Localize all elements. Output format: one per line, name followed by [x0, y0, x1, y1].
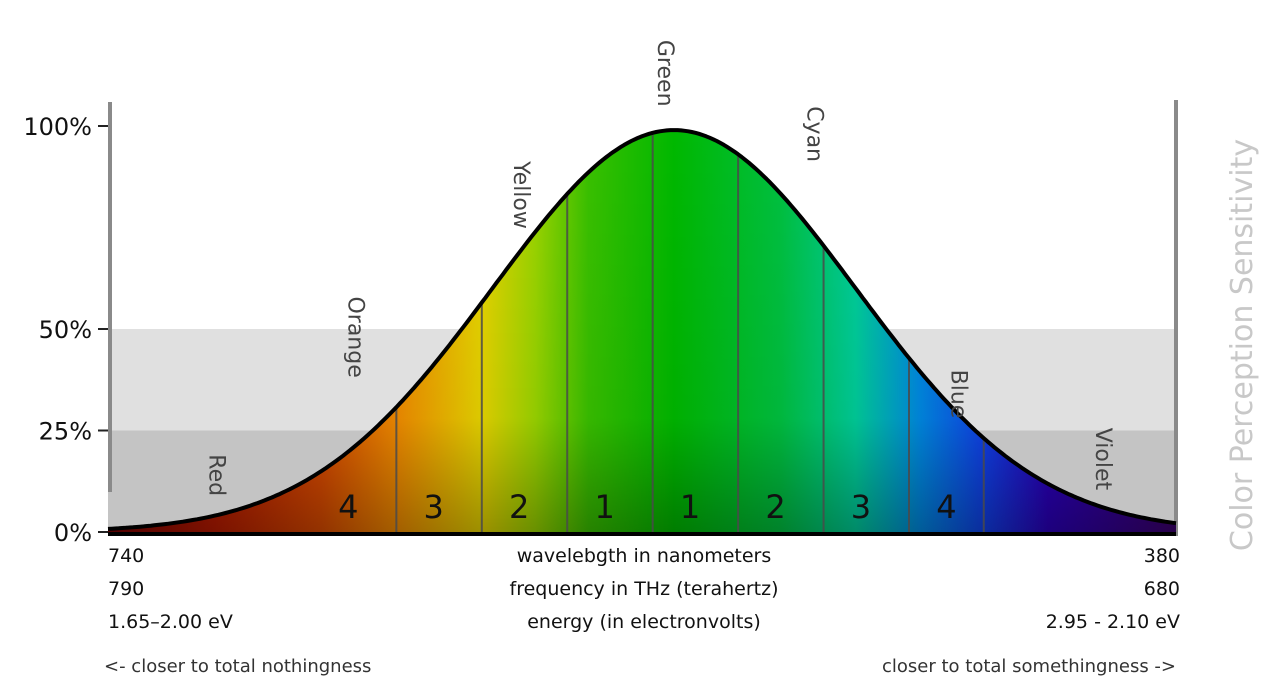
band-number-2: 2: [509, 488, 529, 526]
band-numbers: 4 3 2 1 1 2 3 4: [338, 488, 956, 526]
color-labels: Red Orange Yellow Green Cyan Blue Violet: [204, 40, 1115, 496]
energy-left: 1.65–2.00 eV: [108, 611, 233, 633]
frequency-left: 790: [108, 578, 145, 600]
ytick-label-0: 100%: [23, 113, 92, 141]
band-number-5: 2: [765, 488, 785, 526]
wavelength-caption: wavelebgth in nanometers: [516, 545, 772, 567]
energy-caption: energy (in electronvolts): [527, 611, 761, 633]
color-label-cyan: Cyan: [802, 106, 827, 162]
color-label-red: Red: [204, 454, 229, 496]
color-label-yellow: Yellow: [508, 160, 533, 229]
footer-left-note: <- closer to total nothingness: [104, 656, 372, 677]
energy-row: 1.65–2.00 eV energy (in electronvolts) 2…: [106, 611, 1182, 635]
footer-right-note: closer to total somethingness ->: [882, 656, 1176, 677]
wavelength-left: 740: [108, 545, 145, 567]
band-number-1: 3: [424, 488, 444, 526]
band-dividers: [395, 132, 985, 532]
wavelength-row: 740 wavelebgth in nanometers 380: [106, 545, 1182, 569]
band-number-4: 1: [680, 488, 700, 526]
ytick-label-1: 50%: [39, 316, 92, 344]
color-label-green: Green: [652, 40, 677, 107]
ytick-label-3: 0%: [54, 519, 92, 547]
curve-outline: [107, 128, 1177, 536]
band-number-0: 4: [338, 488, 358, 526]
y-axis-ticks: 100% 50% 25% 0%: [23, 113, 108, 547]
band-number-6: 3: [851, 488, 871, 526]
band-number-3: 1: [594, 488, 614, 526]
y-axis-title: Color Perception Sensitivity: [1225, 139, 1260, 551]
band-number-7: 4: [936, 488, 956, 526]
energy-right: 2.95 - 2.10 eV: [1045, 611, 1180, 633]
frequency-right: 680: [1143, 578, 1180, 600]
ytick-label-2: 25%: [39, 418, 92, 446]
axes: [108, 100, 1178, 536]
curve-line: [107, 128, 1177, 531]
color-label-blue: Blue: [946, 370, 971, 419]
color-label-violet: Violet: [1090, 428, 1115, 491]
wavelength-right: 380: [1143, 545, 1180, 567]
frequency-row: 790 frequency in THz (terahertz) 680: [106, 578, 1182, 602]
frequency-caption: frequency in THz (terahertz): [509, 578, 779, 600]
color-label-orange: Orange: [342, 296, 367, 377]
